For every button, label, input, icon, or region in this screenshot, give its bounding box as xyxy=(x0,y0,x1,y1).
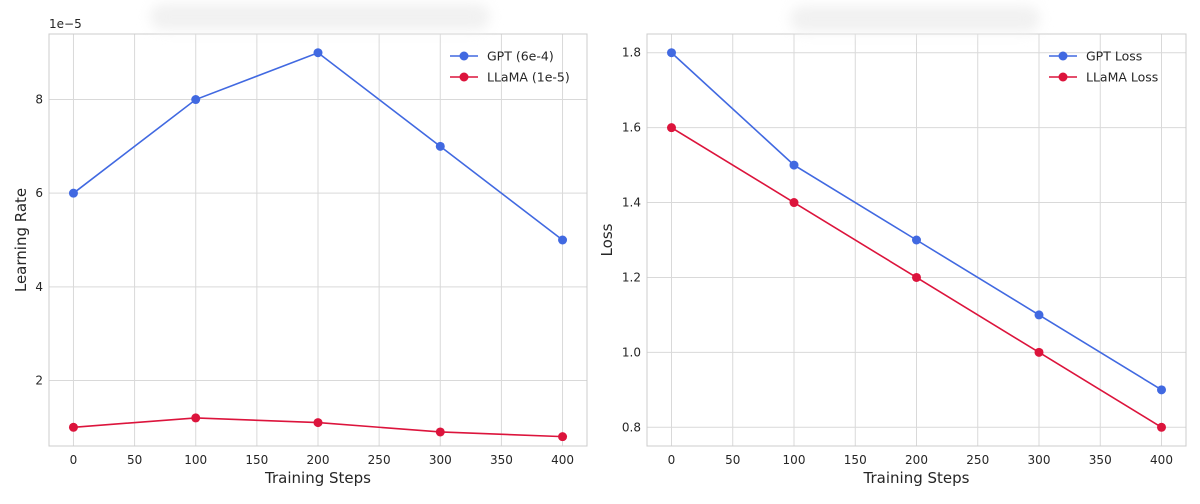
plot-frame xyxy=(646,33,1187,447)
data-point xyxy=(313,48,323,58)
legend: GPT (6e-4) LLaMA (1e-5) xyxy=(450,49,570,85)
data-point xyxy=(1157,422,1166,432)
y-tick-label: 4 xyxy=(35,280,43,294)
data-point xyxy=(313,418,323,428)
data-point xyxy=(912,272,921,282)
data-point xyxy=(558,235,568,245)
data-point xyxy=(435,141,445,151)
x-tick-label: 100 xyxy=(184,453,207,467)
x-tick-label: 250 xyxy=(966,453,989,467)
data-point xyxy=(1157,385,1166,395)
x-axis-label: Training Steps xyxy=(863,469,970,487)
x-tick-label: 200 xyxy=(905,453,928,467)
legend-marker xyxy=(459,51,469,61)
data-point xyxy=(68,422,78,432)
legend-label: LLaMA (1e-5) xyxy=(487,70,570,85)
x-tick-label: 300 xyxy=(1028,453,1051,467)
legend-label: GPT (6e-4) xyxy=(487,49,554,64)
y-tick-label: 8 xyxy=(35,93,43,107)
data-point xyxy=(1034,347,1044,357)
legend-label: GPT Loss xyxy=(1086,49,1142,64)
plot-frame xyxy=(48,33,588,447)
legend-label: LLaMA Loss xyxy=(1086,70,1158,85)
x-tick-label: 250 xyxy=(368,453,391,467)
data-point xyxy=(789,160,799,170)
data-point xyxy=(435,427,445,437)
x-axis-label: Training Steps xyxy=(264,469,371,487)
legend-marker xyxy=(459,72,469,82)
y-scale-label: 1e−5 xyxy=(49,17,82,31)
x-tick-label: 0 xyxy=(70,453,78,467)
chart-panel-2: 0 50 100 150 200 250 300 350 400 0.8 1.0 1.2 1.4 1.6 1… xyxy=(598,33,1187,487)
data-point xyxy=(68,188,78,198)
x-tick-label: 350 xyxy=(490,453,513,467)
y-tick-label: 6 xyxy=(35,186,43,200)
x-tick-label: 350 xyxy=(1089,453,1112,467)
data-point xyxy=(191,413,201,423)
data-point xyxy=(789,198,799,208)
legend-marker xyxy=(1058,51,1068,61)
data-point xyxy=(558,432,568,442)
chart-panel-1: 0 50 100 150 200 250 300 350 400 2 4 6 8 1e−5 Training… xyxy=(12,17,588,487)
legend-marker xyxy=(1058,72,1068,82)
right-title-placeholder xyxy=(790,6,1040,32)
data-point xyxy=(667,48,676,58)
legend: GPT Loss LLaMA Loss xyxy=(1049,49,1158,85)
x-tick-label: 0 xyxy=(668,453,676,467)
y-tick-label: 0.8 xyxy=(622,420,641,434)
y-tick-label: 1.4 xyxy=(622,196,641,210)
x-tick-label: 50 xyxy=(725,453,740,467)
x-tick-label: 200 xyxy=(307,453,330,467)
y-tick-label: 1.8 xyxy=(622,46,641,60)
x-tick-label: 150 xyxy=(844,453,867,467)
y-tick-label: 1.0 xyxy=(622,345,641,359)
x-tick-label: 400 xyxy=(1150,453,1173,467)
data-point xyxy=(667,123,676,133)
x-tick-label: 50 xyxy=(127,453,142,467)
data-point xyxy=(1034,310,1044,320)
y-axis-label: Loss xyxy=(598,223,616,256)
left-title-placeholder xyxy=(150,4,490,30)
y-axis-label: Learning Rate xyxy=(12,188,30,292)
data-point xyxy=(912,235,921,245)
x-tick-label: 150 xyxy=(245,453,268,467)
x-tick-label: 400 xyxy=(551,453,574,467)
data-point xyxy=(191,95,201,105)
y-tick-label: 1.6 xyxy=(622,121,641,135)
x-tick-label: 300 xyxy=(429,453,452,467)
y-tick-label: 1.2 xyxy=(622,270,641,284)
y-tick-label: 2 xyxy=(35,373,43,387)
x-tick-label: 100 xyxy=(783,453,806,467)
